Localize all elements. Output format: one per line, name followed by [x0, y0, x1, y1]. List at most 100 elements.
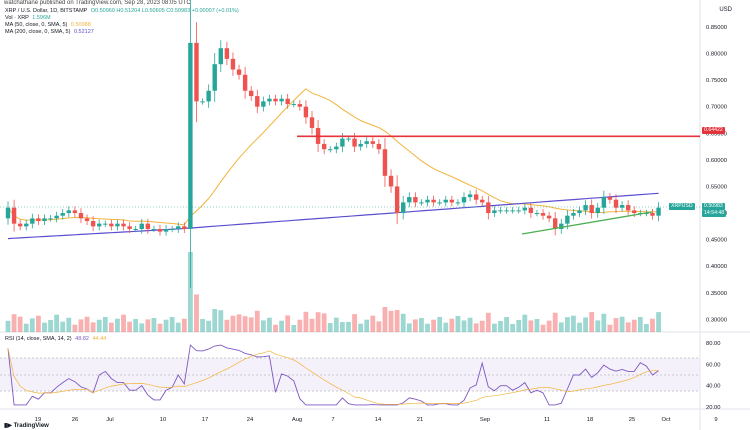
candle-body [449, 199, 455, 203]
candle-body [11, 207, 17, 224]
candle-body [528, 207, 534, 214]
volume-bar [84, 316, 90, 332]
volume-bar [382, 307, 388, 332]
candle-body [559, 223, 564, 229]
candle-body [534, 213, 540, 215]
current-price-badge: 0.50983 [702, 203, 725, 210]
ma50-label: MA (50, close, 0, SMA, 5) [5, 22, 68, 28]
candle-body [151, 228, 157, 230]
volume-bar [364, 319, 370, 332]
candle-body [577, 210, 582, 214]
candle-body [249, 90, 254, 97]
time-tick-label: 26 [72, 417, 78, 423]
time-tick-label: 25 [629, 417, 635, 423]
candle-body [66, 210, 71, 214]
rsi-ma-value: 44.44 [92, 336, 107, 342]
candle-body [352, 138, 357, 147]
candle-body [17, 223, 23, 227]
volume-bar [595, 320, 601, 332]
candle-body [200, 101, 205, 103]
candle-body [72, 210, 78, 214]
candle-body [632, 210, 637, 214]
volume-bar [48, 320, 53, 332]
volume-bar [151, 318, 157, 332]
volume-bar [625, 322, 631, 332]
volume-bar [54, 314, 60, 332]
candle-body [84, 218, 90, 222]
currency-label[interactable]: USD [719, 7, 732, 13]
volume-bar [303, 311, 309, 332]
volume-bar [534, 319, 540, 332]
volume-bar [17, 316, 23, 332]
price-axis: 0.85000 0.80000 0.75000 0.70000 0.65000 0.600… [706, 25, 727, 323]
volume-bar [23, 323, 29, 332]
volume-bar [5, 320, 11, 332]
volume-bar [285, 315, 291, 332]
candle-body [394, 186, 400, 214]
candle-body [473, 194, 479, 200]
volume-bar [66, 317, 72, 332]
candle-body [30, 218, 35, 224]
volume-bar [90, 322, 96, 332]
candle-body [498, 210, 503, 212]
volume-bar [169, 317, 175, 332]
volume-bar [443, 322, 449, 332]
ma50-legend[interactable]: MA (50, close, 0, SMA, 5) 0.50988 [5, 21, 91, 29]
candle-body [90, 221, 96, 227]
candle-body [230, 58, 236, 70]
price-tick-label: 0.65000 [706, 131, 727, 137]
volume-bar [181, 318, 187, 332]
symbol-legend[interactable]: XRP / U.S. Dollar, 1D, BITSTAMP O0.50960… [5, 7, 239, 15]
candle-body [619, 205, 625, 208]
volume-bar [552, 312, 558, 332]
volume-bar [352, 314, 357, 332]
volume-bar [479, 320, 485, 332]
volume-bar [260, 320, 266, 332]
candle-body [5, 207, 11, 219]
volume-bar [175, 322, 181, 332]
candle-body [467, 194, 473, 198]
volume-bar [601, 313, 607, 332]
candle-body [571, 213, 576, 216]
candle-body [115, 223, 120, 227]
time-axis: 19 26 Jul 10 17 24 Aug 7 14 21 Sep 11 18 25 Oct 9 [35, 417, 718, 423]
time-tick-label: Oct [661, 417, 670, 423]
rsi-label: RSI (14, close, SMA, 14, 2) [5, 336, 72, 342]
volume-bar [248, 317, 254, 332]
volume-bar [376, 321, 382, 332]
ma200-legend[interactable]: MA (200, close, 0, SMA, 5) 0.52127 [5, 28, 94, 36]
candle-body [443, 199, 448, 203]
volume-bar [619, 316, 625, 332]
volume-bar [504, 317, 509, 332]
tradingview-logo[interactable]: ▮▶ TradingView [4, 423, 49, 429]
volume-bar [394, 310, 400, 332]
volume-bar [254, 310, 260, 332]
volume-bar [485, 312, 491, 332]
candle-body [103, 223, 108, 225]
candle-body [553, 218, 558, 229]
time-tick-label: 9 [714, 417, 717, 423]
time-tick-label: Sep [480, 417, 490, 423]
rsi-legend[interactable]: RSI (14, close, SMA, 14, 2) 48.82 44.44 [5, 336, 106, 342]
candle-body [401, 202, 406, 214]
candle-body [60, 213, 65, 216]
volume-bar [461, 320, 467, 332]
candle-body [145, 223, 151, 229]
rsi-tick-label: 80.00 [706, 341, 721, 347]
volume-legend[interactable]: Vol · XRP 1.596M [5, 14, 51, 22]
volume-bar [577, 322, 582, 332]
candle-body [285, 98, 290, 105]
rsi-tick-label: 60.00 [706, 362, 721, 368]
volume-bar [650, 318, 655, 332]
candle-body [425, 199, 430, 203]
candle-body [437, 202, 442, 204]
candle-body [109, 223, 114, 227]
candle-body [407, 197, 412, 203]
volume-bar [370, 315, 376, 332]
volume-value: 1.596M [32, 15, 51, 21]
candle-body [346, 138, 351, 140]
price-tick-label: 0.45000 [706, 238, 727, 244]
candle-body [607, 197, 613, 200]
publish-info: watchathane published on TradingView.com… [4, 0, 191, 6]
